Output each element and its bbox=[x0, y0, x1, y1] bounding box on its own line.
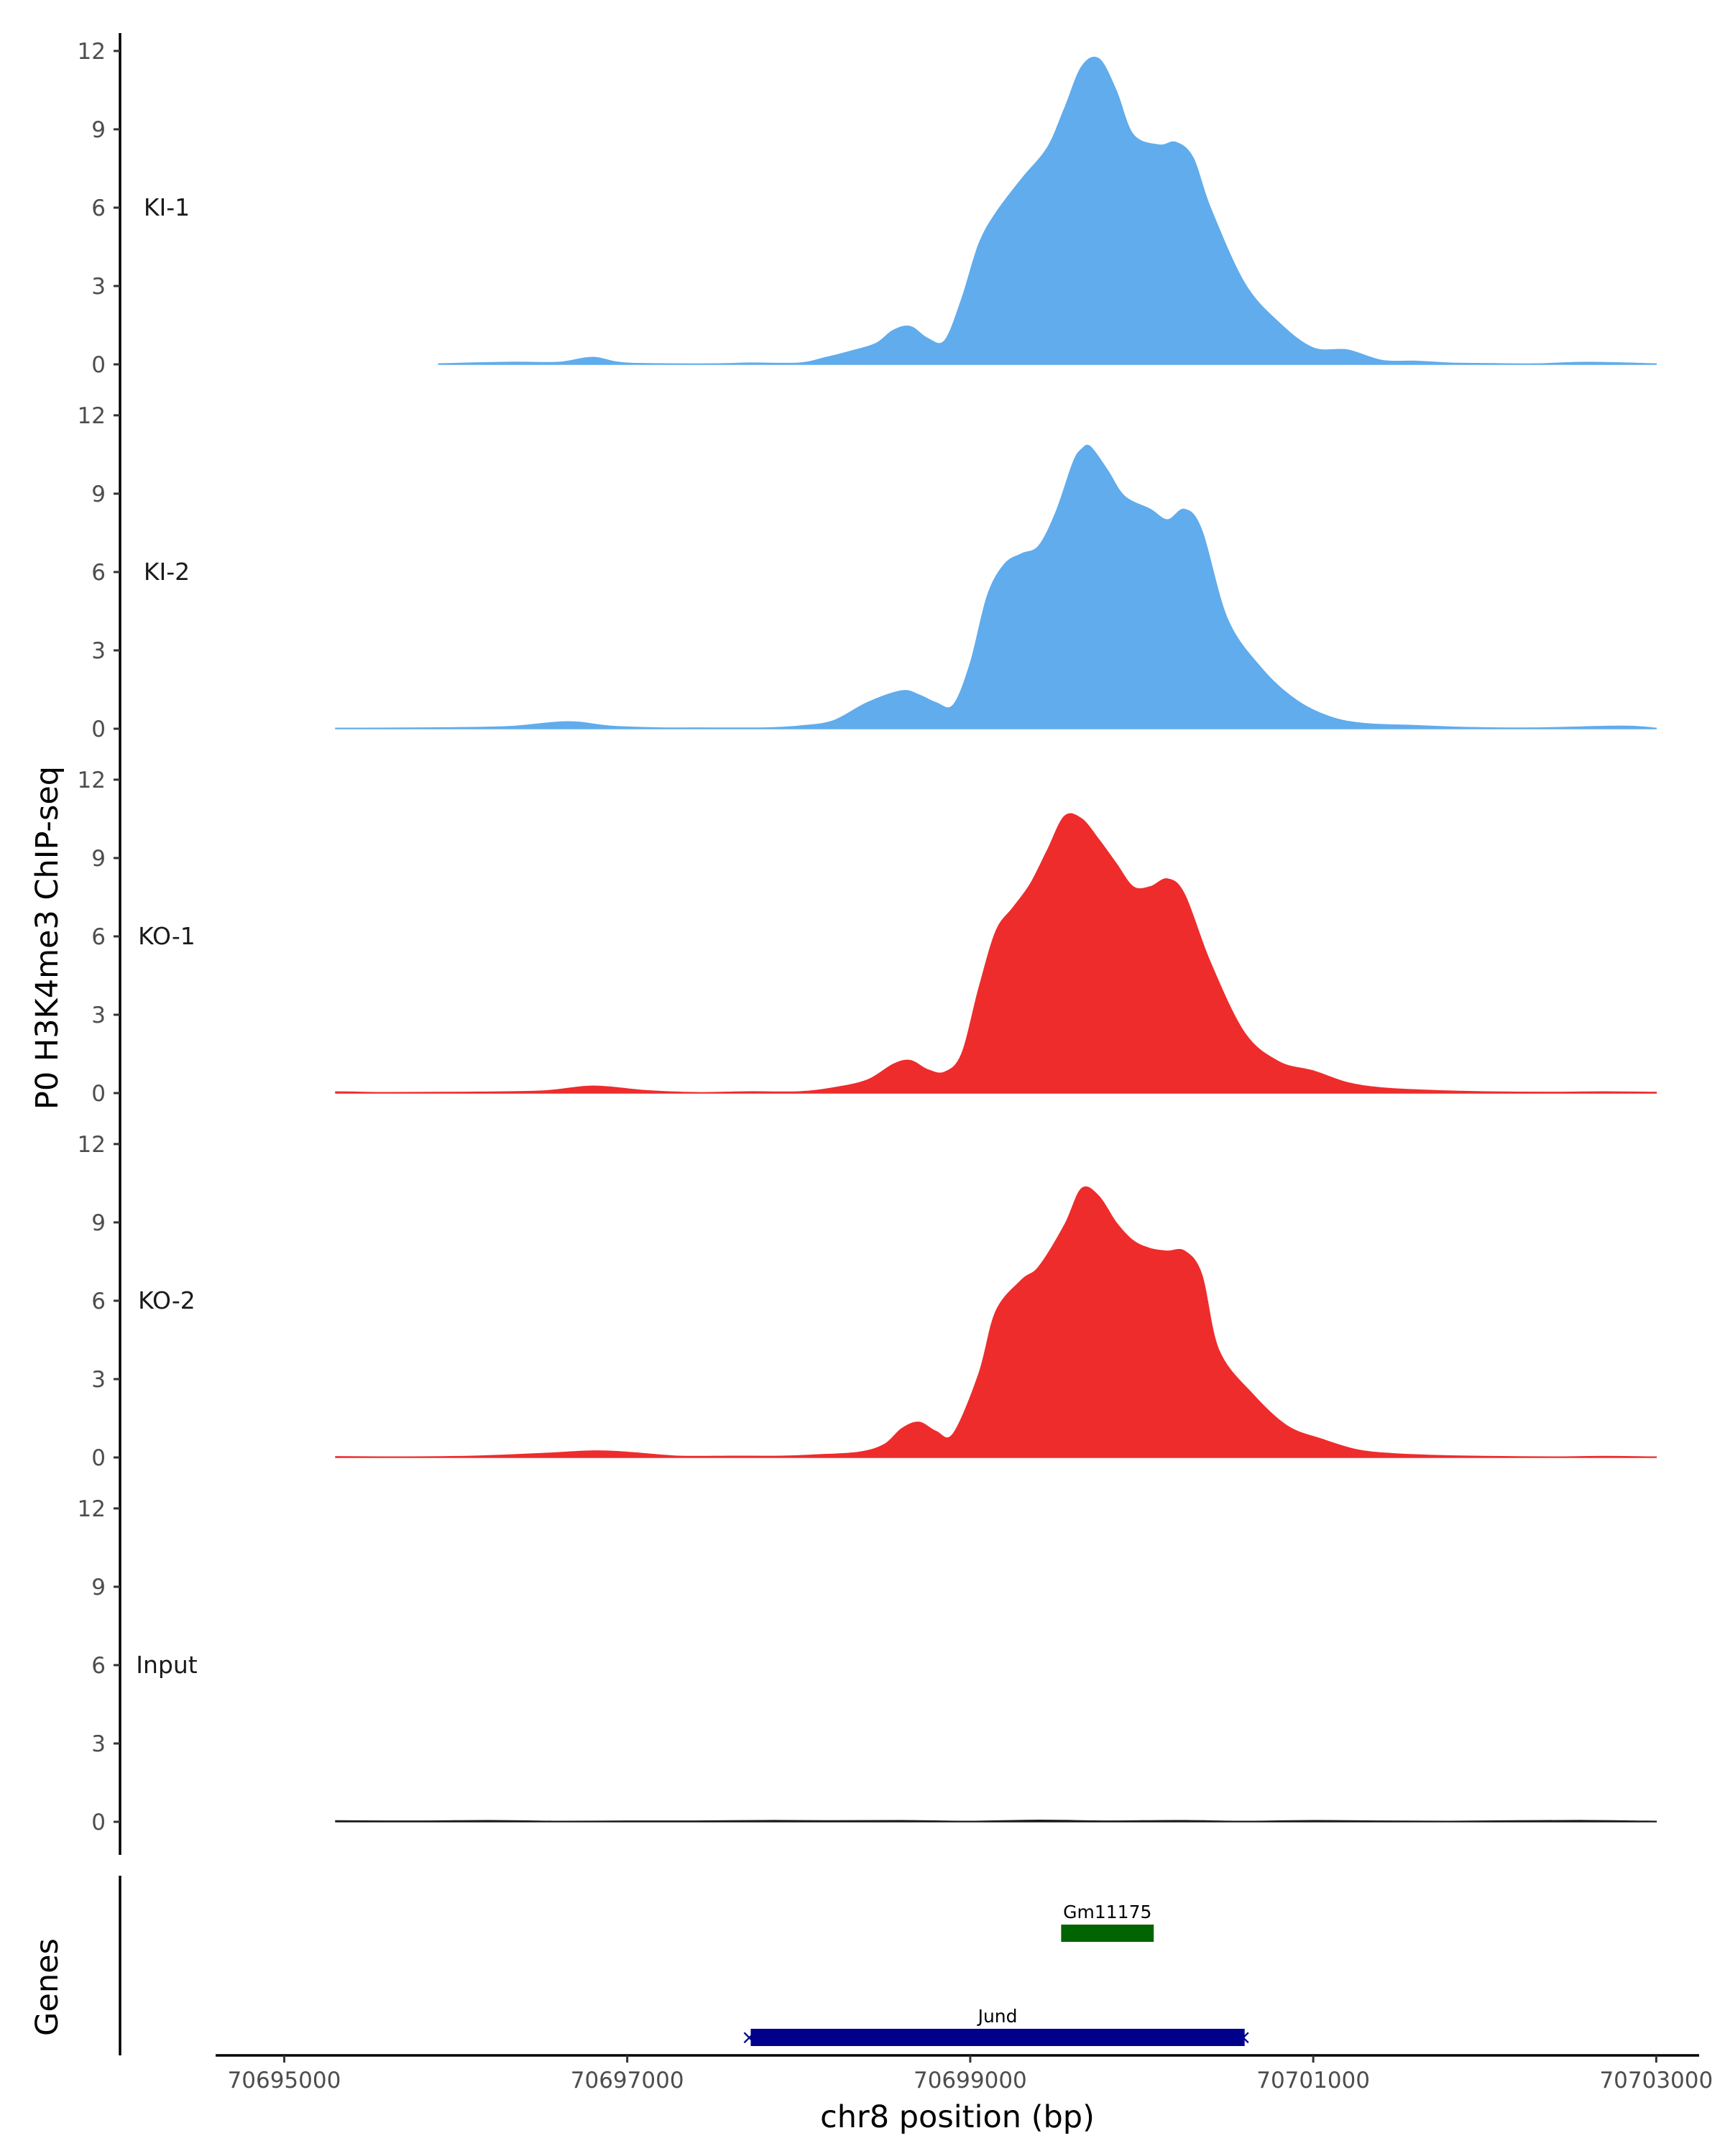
gene-jund: × × Jund bbox=[741, 2006, 1252, 2049]
x-axis-title: chr8 position (bp) bbox=[820, 2099, 1095, 2135]
signal-area bbox=[335, 1820, 1657, 1823]
y-axis-title: P0 H3K4me3 ChIP-seq bbox=[29, 766, 65, 1110]
y-tick-label: 6 bbox=[91, 1653, 106, 1679]
genes-track-label: Genes bbox=[29, 1938, 65, 2036]
track-label: Input bbox=[136, 1651, 198, 1679]
track-ko-2: 0 3 6 9 12 KO-2 bbox=[78, 1126, 1657, 1491]
y-tick-label: 3 bbox=[91, 638, 106, 664]
y-tick-label: 12 bbox=[78, 1496, 106, 1522]
y-tick-label: 0 bbox=[91, 1081, 106, 1107]
y-tick-label: 12 bbox=[78, 403, 106, 429]
track-label: KI-2 bbox=[144, 558, 190, 586]
y-tick-label: 9 bbox=[91, 846, 106, 872]
signal-area bbox=[335, 813, 1657, 1094]
x-axis: chr8 position (bp) 70695000 70697000 70699… bbox=[216, 2054, 1713, 2135]
y-tick-label: 0 bbox=[91, 1445, 106, 1471]
y-tick-label: 3 bbox=[91, 1731, 106, 1757]
y-tick-label: 12 bbox=[78, 39, 106, 65]
track-ki-1: 0 3 6 9 12 KI-1 bbox=[78, 33, 1657, 397]
y-tick-label: 9 bbox=[91, 117, 106, 143]
y-tick-label: 12 bbox=[78, 1132, 106, 1158]
y-tick-label: 0 bbox=[91, 1810, 106, 1835]
gene-label: Gm11175 bbox=[1063, 1902, 1151, 1922]
y-tick-label: 6 bbox=[91, 1289, 106, 1314]
y-tick-label: 0 bbox=[91, 717, 106, 742]
gene-gm11175: Gm11175 bbox=[1061, 1902, 1154, 1942]
tracks-layer: 0 3 6 9 12 KI-1 0 3 6 9 12 KI-2 0 3 6 9 12 KO-1 0 3 6 9 12 KO-2… bbox=[78, 33, 1657, 1855]
gene-body bbox=[1061, 1925, 1154, 1942]
gene-label: Jund bbox=[977, 2006, 1018, 2027]
x-tick-label: 70701000 bbox=[1256, 2068, 1370, 2093]
x-tick-label: 70703000 bbox=[1599, 2068, 1713, 2093]
signal-area bbox=[335, 444, 1657, 729]
signal-area bbox=[438, 56, 1657, 365]
gene-body bbox=[750, 2029, 1245, 2046]
track-input: 0 3 6 9 12 Input bbox=[78, 1491, 1657, 1855]
y-tick-label: 3 bbox=[91, 1367, 106, 1393]
track-label: KO-2 bbox=[138, 1286, 196, 1314]
strand-marker: × bbox=[1235, 2025, 1251, 2049]
y-tick-label: 12 bbox=[78, 768, 106, 793]
y-tick-label: 6 bbox=[91, 195, 106, 221]
track-label: KO-1 bbox=[138, 922, 196, 950]
track-ki-2: 0 3 6 9 12 KI-2 bbox=[78, 397, 1657, 762]
strand-marker: × bbox=[741, 2025, 758, 2049]
y-tick-label: 3 bbox=[91, 274, 106, 300]
x-tick-label: 70697000 bbox=[571, 2068, 684, 2093]
y-tick-label: 6 bbox=[91, 560, 106, 586]
x-tick-label: 70695000 bbox=[228, 2068, 341, 2093]
track-ko-1: 0 3 6 9 12 KO-1 bbox=[78, 762, 1657, 1126]
y-tick-label: 0 bbox=[91, 352, 106, 378]
signal-area bbox=[335, 1186, 1657, 1458]
y-tick-label: 9 bbox=[91, 1575, 106, 1600]
track-label: KI-1 bbox=[144, 193, 190, 221]
y-tick-label: 3 bbox=[91, 1003, 106, 1028]
genes-layer: Genes Gm11175 × × Jund bbox=[29, 1876, 1251, 2055]
y-tick-label: 9 bbox=[91, 482, 106, 507]
y-tick-label: 9 bbox=[91, 1210, 106, 1236]
x-tick-label: 70699000 bbox=[914, 2068, 1027, 2093]
y-tick-label: 6 bbox=[91, 924, 106, 950]
